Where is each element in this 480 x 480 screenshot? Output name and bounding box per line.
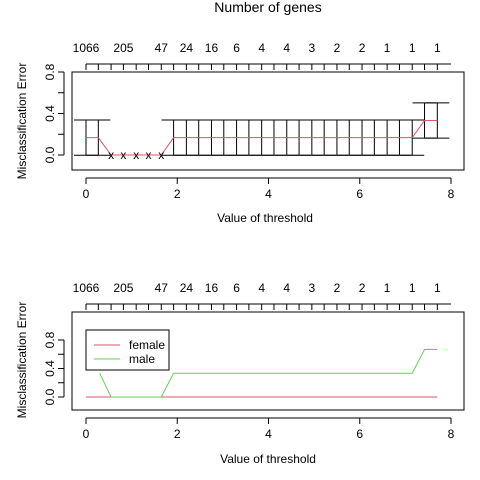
x-tick-label: 6 — [356, 427, 363, 441]
zero-error-marker: x — [158, 148, 164, 162]
panel-top: Number of genes 1066 205 47 24 16 6 4 4 3 2 2 1 1 1 0… — [15, 0, 465, 225]
x-axis-label-top: Value of threshold — [217, 211, 313, 225]
top-axis-ticks — [85, 63, 451, 70]
top-axis-label: 205 — [113, 41, 133, 55]
top-axis-label: 47 — [155, 281, 169, 295]
top-axis-label: 2 — [359, 281, 366, 295]
series-line — [86, 119, 438, 156]
top-axis-label: 6 — [233, 41, 240, 55]
zero-error-marker: x — [133, 148, 139, 162]
top-axis-label: 1 — [434, 41, 441, 55]
series-line-error — [86, 119, 438, 156]
top-axis-label: 24 — [180, 41, 194, 55]
y-axis-top-panel: 0.0 0.4 0.8 — [43, 63, 65, 163]
y-tick-label: 0.8 — [43, 331, 57, 348]
x-axis-bottom-panel: 0 2 4 6 8 — [83, 417, 455, 441]
top-axis-label: 1 — [434, 281, 441, 295]
y-tick-label: 0.0 — [43, 388, 57, 405]
series-lines-bottom — [86, 348, 438, 398]
x-tick-label: 4 — [265, 427, 272, 441]
top-axis-label: 2 — [359, 41, 366, 55]
top-axis-label: 1066 — [73, 281, 100, 295]
top-axis-label: 1 — [409, 281, 416, 295]
top-axis-label: 4 — [258, 281, 265, 295]
legend-box — [85, 329, 170, 371]
zero-error-marker: x — [146, 148, 152, 162]
chart-title: Number of genes — [214, 0, 321, 15]
top-axis-label: 2 — [334, 281, 341, 295]
plot-frame-bottom — [71, 311, 465, 411]
y-axis-label-top: Misclassification Error — [15, 63, 29, 180]
legend-label-female: female — [129, 338, 165, 352]
legend-label-male: male — [129, 352, 155, 366]
error-bars — [74, 102, 450, 156]
top-axis-label: 205 — [113, 281, 133, 295]
x-tick-label: 8 — [448, 427, 455, 441]
top-axis-label: 1066 — [73, 41, 100, 55]
x-tick-label: 0 — [83, 187, 90, 201]
y-tick-label: 0.0 — [43, 146, 57, 163]
x-tick-label: 8 — [448, 187, 455, 201]
top-axis-label: 2 — [334, 41, 341, 55]
top-axis-label: 1 — [384, 41, 391, 55]
top-axis-label: 47 — [155, 41, 169, 55]
legend: female male — [85, 329, 170, 371]
top-axis-label: 4 — [283, 281, 290, 295]
top-axis-labels: 1066 205 47 24 16 6 4 4 3 2 2 1 1 1 — [73, 41, 441, 55]
x-tick-label: 0 — [83, 427, 90, 441]
series-line-male — [99, 348, 438, 398]
y-axis-label-bottom: Misclassification Error — [15, 302, 29, 419]
plot-frame-top — [71, 71, 465, 171]
x-axis-label-bottom: Value of threshold — [220, 452, 316, 466]
top-axis-label: 4 — [258, 41, 265, 55]
top-axis-label: 1 — [384, 281, 391, 295]
zero-error-marker: x — [120, 148, 126, 162]
y-axis-bottom-panel: 0.0 0.4 0.8 — [43, 331, 65, 405]
top-axis-label: 1 — [409, 41, 416, 55]
x-axis-top-panel: 0 2 4 6 8 — [83, 177, 455, 201]
top-axis-label: 3 — [309, 41, 316, 55]
y-tick-label: 0.4 — [43, 360, 57, 377]
top-axis-labels-bottom-panel: 1066 205 47 24 16 6 4 4 3 2 2 1 1 1 — [73, 281, 441, 295]
top-axis-label: 4 — [283, 41, 290, 55]
x-tick-label: 4 — [265, 187, 272, 201]
top-axis-label: 16 — [205, 41, 219, 55]
y-tick-label: 0.4 — [43, 105, 57, 122]
top-axis-ticks-bottom-panel — [85, 303, 451, 310]
zero-error-marker: x — [108, 148, 114, 162]
x-tick-label: 2 — [174, 427, 181, 441]
top-axis-label: 6 — [233, 281, 240, 295]
top-axis-label: 16 — [205, 281, 219, 295]
y-tick-label: 0.8 — [43, 63, 57, 80]
top-axis-label: 24 — [180, 281, 194, 295]
x-tick-label: 2 — [174, 187, 181, 201]
top-axis-label: 3 — [309, 281, 316, 295]
x-tick-label: 6 — [356, 187, 363, 201]
